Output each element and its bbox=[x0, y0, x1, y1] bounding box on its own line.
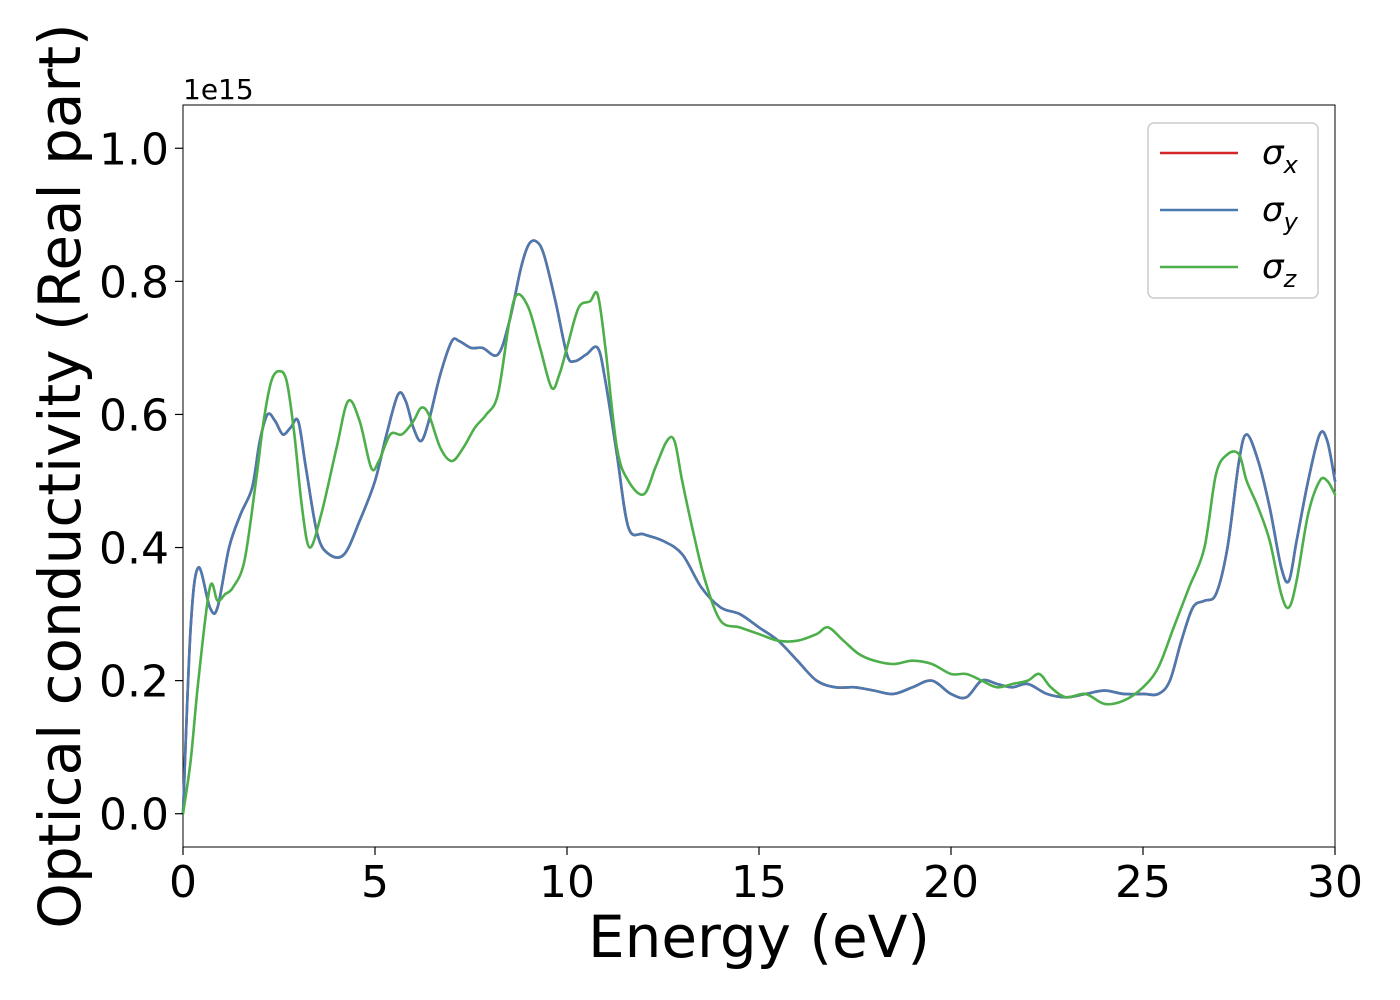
y-tick-label: 1.0 bbox=[99, 124, 169, 175]
x-tick-label: 20 bbox=[923, 857, 979, 908]
series-line-z bbox=[181, 290, 1337, 816]
x-tick-label: 0 bbox=[169, 857, 197, 908]
x-tick-label: 5 bbox=[361, 857, 389, 908]
x-tick-label: 30 bbox=[1307, 857, 1363, 908]
y-offset-label: 1e15 bbox=[183, 73, 254, 106]
y-tick-label: 0.4 bbox=[99, 524, 169, 575]
y-tick-label: 0.2 bbox=[99, 657, 169, 708]
y-tick-label: 0.0 bbox=[99, 790, 169, 841]
x-tick-label: 25 bbox=[1115, 857, 1171, 908]
x-axis-title: Energy (eV) bbox=[588, 903, 930, 971]
plot-area bbox=[182, 104, 1336, 848]
series-lines bbox=[181, 239, 1337, 816]
y-axis-ticks: 0.0 0.2 0.4 0.6 0.8 1.0 bbox=[99, 124, 183, 841]
series-line-y bbox=[181, 239, 1337, 816]
y-tick-label: 0.8 bbox=[99, 257, 169, 308]
y-tick-label: 0.6 bbox=[99, 390, 169, 441]
x-axis-ticks: 0 5 10 15 20 25 30 bbox=[169, 847, 1363, 908]
x-tick-label: 15 bbox=[731, 857, 787, 908]
x-tick-label: 10 bbox=[539, 857, 595, 908]
y-axis-title: Optical conductivity (Real part) bbox=[26, 23, 94, 928]
